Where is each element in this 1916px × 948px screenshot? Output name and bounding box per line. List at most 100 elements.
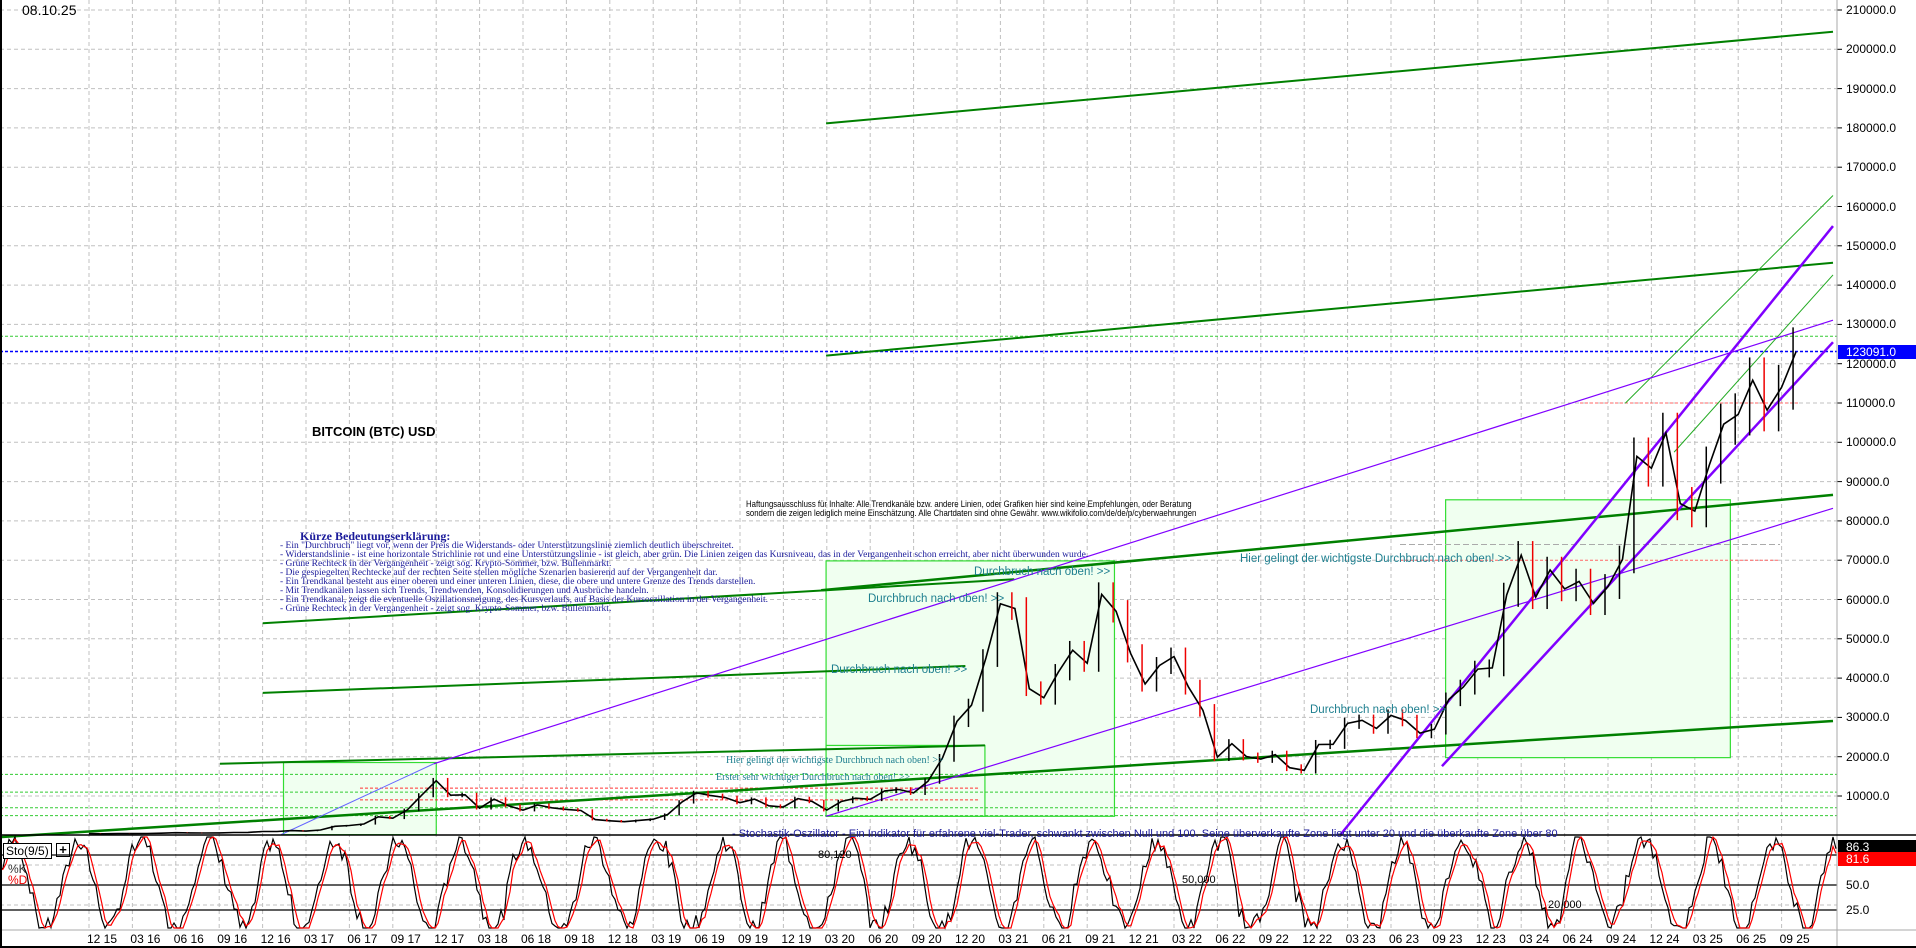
- d-label: %D: [8, 873, 28, 887]
- x-tick-label: 06 24: [1562, 932, 1593, 946]
- oscillator-level-label: 80,120: [818, 849, 852, 861]
- x-tick-label: 09 23: [1432, 932, 1463, 946]
- x-tick-label: 12 21: [1128, 932, 1159, 946]
- chart-title: BITCOIN (BTC) USD: [312, 424, 436, 439]
- annotation-breakout: Durchbruch nach oben! >>: [831, 664, 968, 676]
- y-tick-label: 180000.0: [1846, 120, 1897, 135]
- purple-trendline: [433, 319, 1834, 765]
- osc-y-tick: 50.0: [1846, 878, 1870, 892]
- x-tick-label: 06 17: [347, 932, 378, 946]
- x-tick-label: 12 16: [260, 932, 291, 946]
- price-series: [88, 327, 1797, 835]
- annotation-breakout: Durchbruch nach oben! >>: [868, 593, 1005, 605]
- legend-line: - Ein "Durchbruch" liegt vor, wenn der P…: [280, 541, 734, 551]
- green-trendline: [0, 719, 1834, 839]
- k-line: [0, 834, 1837, 930]
- x-tick-label: 09 19: [738, 932, 769, 946]
- x-tick-label: 06 25: [1736, 932, 1767, 946]
- x-tick-label: 03 21: [998, 932, 1029, 946]
- x-tick-label: 03 16: [130, 932, 161, 946]
- green-trendline: [821, 493, 1834, 592]
- y-tick-label: 150000.0: [1846, 238, 1897, 253]
- y-tick-label: 50000.0: [1846, 631, 1890, 646]
- x-tick-label: 09 24: [1606, 932, 1637, 946]
- x-tick-label: 09 22: [1258, 932, 1289, 946]
- x-tick-label: 12 23: [1475, 932, 1506, 946]
- oscillator-level-label: 20,000: [1548, 899, 1582, 911]
- y-tick-label: 120000.0: [1846, 356, 1897, 371]
- y-tick-label: 100000.0: [1846, 435, 1897, 450]
- x-tick-label: 12 17: [434, 932, 465, 946]
- annotation-first-breakout: Erster sehr wichtiger Durchbruch nach ob…: [716, 772, 910, 783]
- x-tick-label: 09 17: [390, 932, 421, 946]
- y-tick-label: 30000.0: [1846, 710, 1890, 725]
- x-tick-label: 12 22: [1302, 932, 1333, 946]
- annotation-key-breakout: Hier gelingt der wichtigste Durchbruch n…: [726, 755, 944, 766]
- blue-trendline: [280, 763, 435, 836]
- stochastic-note: - Stochastik-Oszillator - Ein Indikator …: [732, 828, 1558, 840]
- y-tick-label: 20000.0: [1846, 749, 1890, 764]
- x-tick-label: 12 15: [87, 932, 118, 946]
- x-tick-label: 06 19: [694, 932, 725, 946]
- x-tick-label: 09 21: [1085, 932, 1116, 946]
- legend-line: - Widerstandslinie - ist eine horizontal…: [280, 550, 1089, 560]
- stochastic-oscillator: [0, 834, 1837, 930]
- x-tick-label: 03 20: [824, 932, 855, 946]
- legend-line: - Mit Trendkanälen lassen sich Trends, T…: [280, 586, 649, 596]
- y-tick-label: 130000.0: [1846, 317, 1897, 332]
- legend-line: - Grüne Rechteck in der Vergangenheit - …: [280, 559, 612, 569]
- x-tick-label: 03 23: [1345, 932, 1376, 946]
- x-tick-label: 06 18: [521, 932, 552, 946]
- annotation-key-breakout: Hier gelingt der wichtigste Durchbruch n…: [1240, 553, 1512, 565]
- legend-line: - Ein Trendkanal besteht aus einer obere…: [280, 577, 756, 587]
- x-tick-label: 03 18: [477, 932, 508, 946]
- green-trendline: [262, 578, 1015, 625]
- y-tick-label: 140000.0: [1846, 278, 1897, 293]
- y-tick-label: 90000.0: [1846, 474, 1890, 489]
- bull-rectangle: [1445, 499, 1731, 759]
- add-indicator-button[interactable]: +: [56, 843, 70, 857]
- x-tick-label: 12 18: [607, 932, 638, 946]
- green-channel-line: [1624, 195, 1834, 404]
- y-tick-label: 170000.0: [1846, 160, 1897, 175]
- y-tick-label: 70000.0: [1846, 553, 1890, 568]
- legend-box: Kürze Bedeutungserklärung: - Ein "Durchb…: [280, 530, 1088, 614]
- disclaimer-line: sondern die zeigen lediglich meine Einsc…: [746, 508, 1197, 519]
- x-tick-label: 09 25: [1779, 932, 1810, 946]
- support-resistance-lines: [0, 335, 1837, 817]
- chart-date: 08.10.25: [22, 2, 77, 18]
- green-trendline: [262, 664, 966, 694]
- y-tick-label: 110000.0: [1846, 396, 1896, 410]
- y-tick-label: 60000.0: [1846, 592, 1890, 607]
- disclaimer-line: Haftungsausschluss für Inhalte: Alle Tre…: [746, 499, 1192, 510]
- x-tick-label: 09 18: [564, 932, 595, 946]
- k-label: %K: [8, 862, 27, 876]
- annotation-breakout: Durchbruch nach oben! >>: [974, 566, 1111, 578]
- green-channel-line: [1673, 274, 1834, 453]
- purple-trendline: [1339, 225, 1834, 836]
- indicator-label[interactable]: Sto(9/5): [3, 843, 52, 859]
- x-tick-label: 03 24: [1519, 932, 1550, 946]
- x-tick-label: 12 20: [955, 932, 986, 946]
- last-price-tag: 123091.0: [1838, 345, 1916, 359]
- x-tick-label: 03 22: [1172, 932, 1203, 946]
- disclaimer: Haftungsausschluss für Inhalte: Alle Tre…: [746, 499, 1197, 519]
- y-tick-label: 160000.0: [1846, 199, 1897, 214]
- bull-market-rectangles: [282, 499, 1731, 836]
- green-trendline: [825, 261, 1834, 357]
- legend-line: - Grüne Rechteck in der Vergangenheit - …: [280, 604, 612, 614]
- green-trendline: [825, 30, 1834, 125]
- legend-heading: Kürze Bedeutungserklärung:: [300, 529, 451, 543]
- x-tick-label: 06 20: [868, 932, 899, 946]
- x-tick-label: 03 17: [304, 932, 335, 946]
- k-last-value: 86.3: [1838, 840, 1916, 854]
- x-tick-label: 06 21: [1041, 932, 1072, 946]
- y-tick-label: 210000.0: [1846, 3, 1897, 17]
- annotation-breakout: Durchbruch nach oben! >>: [1310, 704, 1447, 716]
- d-last-value: 81.6: [1838, 852, 1916, 866]
- x-tick-label: 12 24: [1649, 932, 1680, 946]
- trendlines: [0, 30, 1834, 839]
- x-tick-label: 06 22: [1215, 932, 1246, 946]
- y-tick-label: 80000.0: [1846, 513, 1890, 528]
